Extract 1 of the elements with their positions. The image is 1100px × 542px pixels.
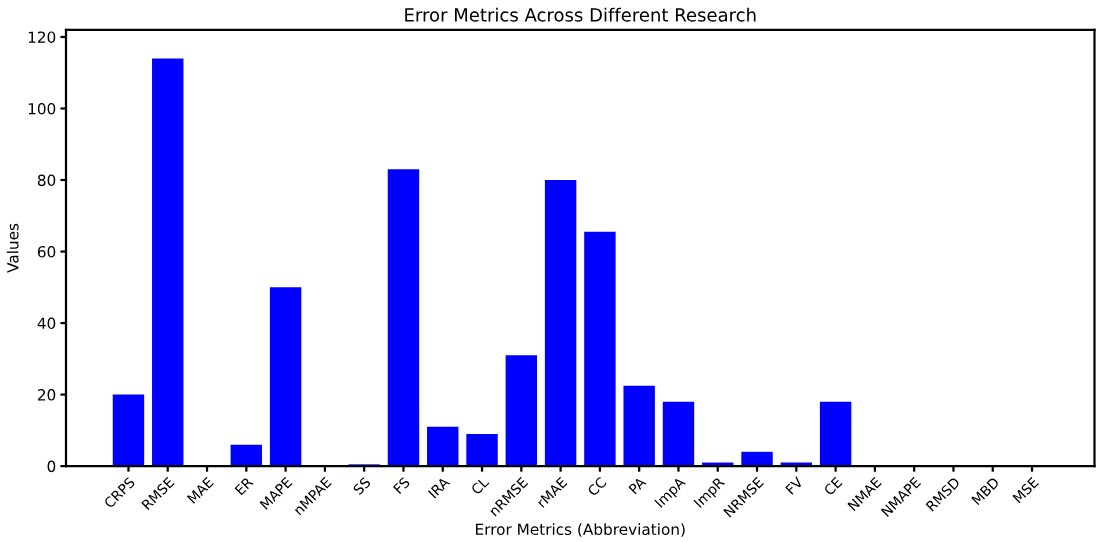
chart-title: Error Metrics Across Different Research (405, 7, 756, 22)
